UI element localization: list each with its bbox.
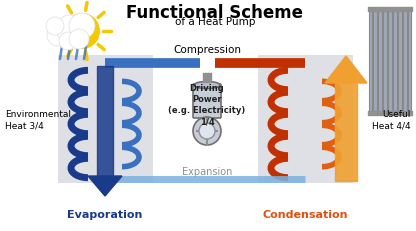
FancyBboxPatch shape [258,56,353,183]
Bar [388,12,392,112]
Circle shape [46,18,64,36]
Text: Functional Scheme: Functional Scheme [126,4,304,22]
Circle shape [47,25,69,47]
Circle shape [56,16,84,44]
Text: Useful
Heat 4/4: Useful Heat 4/4 [372,109,411,130]
Polygon shape [88,176,122,196]
FancyBboxPatch shape [193,85,221,119]
Bar [408,12,411,112]
Circle shape [59,33,77,51]
Circle shape [193,118,221,145]
Bar [369,12,372,112]
Text: Evaporation: Evaporation [67,209,143,219]
Bar [383,12,387,112]
Text: Condensation: Condensation [262,209,348,219]
Circle shape [69,30,89,50]
Circle shape [69,14,95,40]
Polygon shape [325,57,367,84]
Bar [378,12,382,112]
FancyBboxPatch shape [58,56,153,183]
Ellipse shape [194,82,220,89]
Bar [393,12,397,112]
Bar [374,12,377,112]
Text: Compression: Compression [173,45,241,55]
Text: Environmental
Heat 3/4: Environmental Heat 3/4 [5,109,71,130]
Text: Driving
Power
(e.g. Electricity)
1/4: Driving Power (e.g. Electricity) 1/4 [168,84,245,126]
Circle shape [64,14,100,50]
Text: Expansion: Expansion [182,166,232,176]
Bar [398,12,402,112]
Text: of a Heat Pump: of a Heat Pump [175,17,255,27]
Bar [403,12,406,112]
Circle shape [199,123,215,139]
